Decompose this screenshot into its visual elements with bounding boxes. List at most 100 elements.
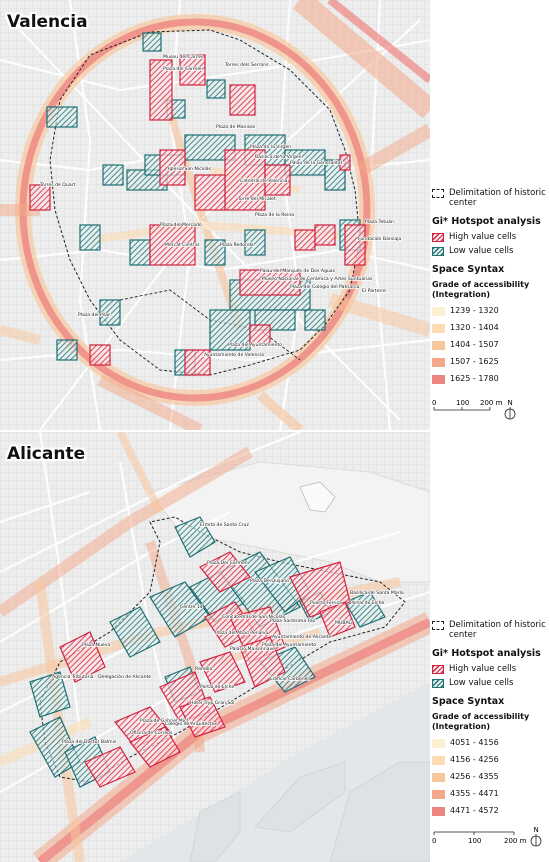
map-label: Iglesia San Nicolás [168,165,212,172]
alicante-map-svg: Ermita de Santa Cruz Plaza Del Carmen Pl… [0,432,430,862]
legend-high: High value cells [432,664,548,674]
ramp-swatch [432,358,445,367]
map-label: Plaza Tetuán [365,218,394,225]
map-label: Plaza de Gabriel Miró [140,717,189,724]
ramp-class-label: 1507 - 1625 [450,357,499,366]
alicante-map: Ermita de Santa Cruz Plaza Del Carmen Pl… [0,432,430,862]
historic-swatch [432,189,444,198]
legend-historic: Delimitation of historic center [432,620,548,640]
legend-high: High value cells [432,232,548,242]
map-label: Plaza Redonda [220,242,254,248]
map-label: Rambla [195,666,213,672]
map-label: Hotel Tryp Gran Sol [190,700,234,706]
map-label: Portal de Elche [200,684,234,690]
scale-tick-label: 200 m [480,399,503,407]
ramp-class-label: 4355 - 4471 [450,789,499,798]
map-label: Agencia Tributaria - Delegación de Alica… [52,673,151,680]
ramp-class-label: 4471 - 4572 [450,806,499,815]
integration-ramp: 4051 - 4156 4156 - 4256 4256 - 4355 4355… [432,738,548,816]
ramp-swatch [432,739,445,748]
map-label: Ayuntamiento de Valencia [204,352,264,358]
alicante-panel: Ermita de Santa Cruz Plaza Del Carmen Pl… [0,432,550,862]
map-label: Ermita de Santa Cruz [200,522,249,528]
ramp-class-label: 1625 - 1780 [450,374,499,383]
high-swatch [432,233,444,242]
map-label: Plaza del Doctor Balmis [62,739,117,745]
valencia-scale-bar: 0 100 200 m N [432,396,548,426]
scale-bar-svg: 0 100 200 m N [432,399,516,420]
map-label: Museu del Carme [163,54,203,60]
ramp-class: 1507 - 1625 [432,357,548,367]
map-label: Plaza del Mercado [160,222,202,228]
map-label: El Parterre [362,288,386,294]
map-label: Palacio Maisonnave [230,646,275,652]
ramp-swatch [432,324,445,333]
legend-historic: Delimitation of historic center [432,188,548,208]
map-label: Ayuntamiento de Alicante [272,634,331,640]
valencia-panel: Museu del Carme Plaza del Carmen Torres … [0,0,550,430]
valencia-map-svg: Museu del Carme Plaza del Carmen Torres … [0,0,430,430]
map-label: Plaza Del Carmen [207,560,248,566]
map-title: Valencia [7,12,88,32]
hotspot-title: Gi* Hotspot analysis [432,648,541,659]
ramp-swatch [432,307,445,316]
scale-bar-svg: 0 100 200 m N [432,826,542,847]
ramp-class: 4355 - 4471 [432,789,548,799]
map-label: Plaza del Pilar [78,312,110,318]
north-arrow-icon: N [530,826,542,847]
ramp-class: 4156 - 4256 [432,755,548,765]
map-label: Centre 14 [180,604,203,610]
valencia-legend: Delimitation of historic center Gi* Hots… [432,188,548,391]
alicante-labels: Ermita de Santa Cruz Plaza Del Carmen Pl… [51,521,404,745]
valencia-map: Museu del Carme Plaza del Carmen Torres … [0,0,430,430]
ramp-swatch [432,375,445,384]
ramp-class: 1404 - 1507 [432,340,548,350]
ramp-class: 1625 - 1780 [432,374,548,384]
map-label: Plaza del Abad Penalva [215,630,268,636]
map-label: Torres dels Serrans [224,62,269,68]
map-label: Torres de Quart [39,182,76,188]
ramp-class-label: 1320 - 1404 [450,323,499,332]
map-label: Plaza Nueva [82,642,110,648]
north-label: N [534,826,539,834]
legend-historic-label: Delimitation of historic center [449,188,546,208]
map-label: Catedral de Valencia [240,178,288,184]
ramp-class-label: 4256 - 4355 [450,772,499,781]
valencia-labels: Museu del Carme Plaza del Carmen Torres … [38,53,402,358]
map-label: Plaza del Ayuntamiento [228,342,282,348]
map-label: Portal de Elche [350,600,384,606]
ramp-class-label: 4156 - 4256 [450,755,499,764]
valencia-high-cells [29,54,366,376]
ramp-class-label: 1404 - 1507 [450,340,499,349]
legend-low-label: Low value cells [449,678,514,688]
map-label: Plaza del Ayuntamiento [262,642,316,648]
scale-tick-label: 200 m [504,837,527,845]
high-swatch [432,665,444,674]
map-label: Concatedral de San Nicolás [222,613,286,620]
ramp-swatch [432,756,445,765]
map-label: Puerta Ferrisa [310,600,342,606]
map-label: Torre del Micalet [237,196,276,202]
alicante-legend: Delimitation of historic center Gi* Hots… [432,620,548,823]
ramp-class-label: 1239 - 1320 [450,306,499,315]
integration-ramp: 1239 - 1320 1320 - 1404 1404 - 1507 1507… [432,306,548,384]
legend-low: Low value cells [432,246,548,256]
syntax-subtitle: Grade of accessibility (Integration) [432,712,530,731]
ramp-swatch [432,790,445,799]
map-label: Oficina de Correos [130,730,173,736]
legend-low: Low value cells [432,678,548,688]
map-label: Museo Nacional de Cerámica y Artes Suntu… [262,275,373,282]
historic-swatch [432,621,444,630]
map-label: Plaza Santísima Faz [270,617,316,624]
scale-tick-label: 100 [468,837,481,845]
ramp-swatch [432,807,445,816]
map-label: Fundación Bancaja [358,235,401,242]
map-label: Colegio de Arquitectos [165,721,218,727]
alicante-scale-bar: 0 100 200 m N [432,824,548,854]
ramp-swatch [432,773,445,782]
ramp-class: 4471 - 4572 [432,806,548,816]
map-title: Alicante [7,444,86,464]
map-label: MUBAG [335,620,353,626]
map-label: Palau de la Generalitat [290,160,343,166]
valencia-historic-outline [49,29,361,376]
